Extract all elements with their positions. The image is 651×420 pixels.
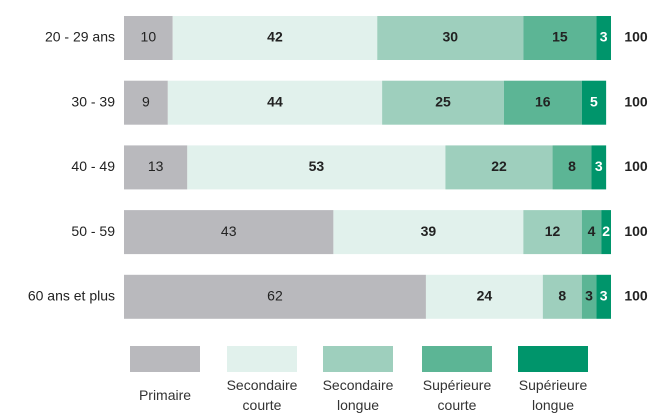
bar-segment — [382, 80, 504, 125]
bar-segment — [591, 145, 607, 190]
total-label: 100 — [624, 288, 648, 304]
bar-segment — [124, 16, 173, 60]
bar-segment — [523, 16, 597, 60]
legend-label: Supérieure longue — [518, 377, 588, 413]
bar-segment — [523, 210, 582, 255]
total-label: 100 — [624, 93, 648, 109]
legend-swatch — [323, 346, 393, 372]
value-label: 2 — [602, 223, 610, 239]
value-label: 22 — [491, 158, 507, 174]
value-label: 44 — [267, 93, 283, 109]
bar-segment — [124, 274, 426, 319]
bar-segment — [167, 80, 383, 125]
total-label: 100 — [624, 29, 648, 45]
value-label: 53 — [309, 158, 325, 174]
value-label: 24 — [477, 288, 493, 304]
category-label: 50 - 59 — [71, 223, 115, 239]
legend-swatch — [227, 346, 297, 372]
value-label: 3 — [600, 288, 608, 304]
category-label: 30 - 39 — [71, 93, 115, 109]
bar-segment — [377, 16, 524, 60]
value-label: 5 — [590, 93, 598, 109]
value-label: 13 — [148, 158, 164, 174]
category-label: 40 - 49 — [71, 158, 115, 174]
value-label: 16 — [535, 93, 551, 109]
legend-label: Secondaire courte — [226, 377, 298, 413]
bar-segment — [596, 274, 611, 319]
total-label: 100 — [624, 223, 648, 239]
legend-label: Secondaire longue — [322, 377, 394, 413]
value-label: 3 — [585, 288, 593, 304]
category-label: 20 - 29 ans — [45, 29, 115, 45]
value-label: 8 — [558, 288, 566, 304]
bar-segment — [445, 145, 553, 190]
value-label: 30 — [443, 29, 459, 45]
legend-label: Primaire — [138, 387, 192, 403]
value-label: 15 — [552, 29, 568, 45]
total-label: 100 — [624, 158, 648, 174]
bar-segment — [187, 145, 446, 190]
value-label: 43 — [221, 223, 237, 239]
bar-segment — [596, 16, 611, 60]
value-label: 3 — [600, 29, 608, 45]
bar-segment — [581, 274, 597, 319]
value-label: 12 — [545, 223, 561, 239]
value-label: 4 — [588, 223, 596, 239]
value-label: 62 — [267, 288, 283, 304]
bar-segment — [542, 274, 582, 319]
bar-segment — [581, 80, 607, 125]
bar-segment — [124, 145, 188, 190]
legend-label: Supérieure courte — [422, 377, 492, 413]
legend-swatch — [518, 346, 588, 372]
bar-segment — [124, 210, 334, 255]
bar-segment — [172, 16, 378, 60]
bar-segment — [503, 80, 582, 125]
bar-segment — [425, 274, 543, 319]
category-label: 60 ans et plus — [28, 288, 115, 304]
bar-segment — [581, 210, 602, 255]
value-label: 9 — [142, 93, 150, 109]
legend-swatch — [422, 346, 492, 372]
value-label: 10 — [141, 29, 157, 45]
value-label: 8 — [568, 158, 576, 174]
value-label: 39 — [421, 223, 437, 239]
value-label: 42 — [267, 29, 283, 45]
value-label: 3 — [595, 158, 603, 174]
bar-segment — [601, 210, 611, 255]
bar-segment — [333, 210, 524, 255]
bar-segment — [124, 80, 168, 125]
value-label: 25 — [435, 93, 451, 109]
bar-segment — [552, 145, 592, 190]
legend-swatch — [130, 346, 200, 372]
